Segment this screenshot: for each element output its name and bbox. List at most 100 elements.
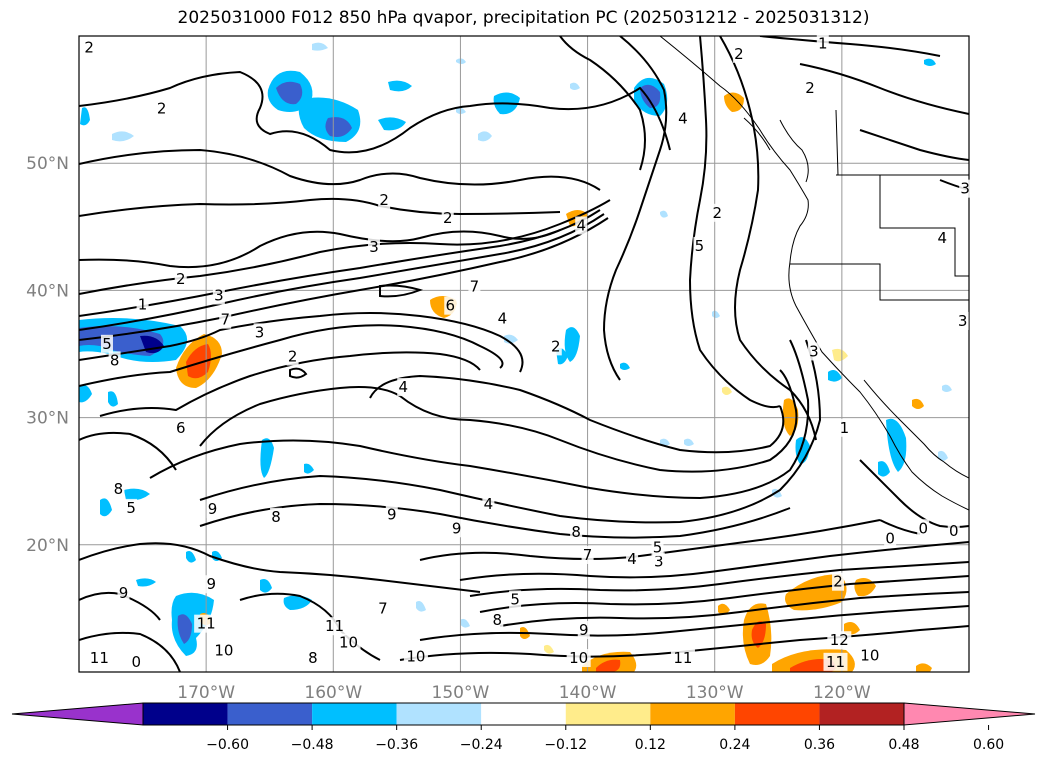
colorbar-max-extension xyxy=(903,702,1036,726)
longitude-label: 170°W xyxy=(177,683,235,703)
contour-label: 3 xyxy=(960,180,970,198)
qvapor-contours xyxy=(79,36,969,672)
contour-label: 1 xyxy=(818,35,828,53)
colorbar-tick-labels: −0.60 −0.48 −0.36 −0.24 −0.12 0.12 0.24 0.36 0.4… xyxy=(206,725,1004,753)
contour-label: 10 xyxy=(339,634,358,652)
contour-label-bg xyxy=(581,545,594,564)
contour-label-bg xyxy=(827,631,852,650)
contour-label-bg xyxy=(816,34,829,53)
contour-label-bg xyxy=(670,649,695,668)
colorbar-tick-label: −0.36 xyxy=(375,737,418,753)
contour-label: 2 xyxy=(712,204,722,222)
contour-label-bg xyxy=(174,269,187,288)
contour-label-bg xyxy=(270,507,283,526)
contour-label-bg xyxy=(884,529,897,548)
contour-label: 0 xyxy=(949,522,959,540)
contour-label: 4 xyxy=(398,378,408,396)
contour-label-bg xyxy=(693,236,706,255)
contour-label: 4 xyxy=(484,495,494,513)
contour-label: 9 xyxy=(452,519,462,537)
colorbar xyxy=(11,702,1036,726)
contour-label-bg xyxy=(322,617,347,636)
contour-label: 0 xyxy=(885,529,895,547)
contour-label-bg xyxy=(403,647,428,666)
contour-label-bg xyxy=(575,216,588,235)
colorbar-segment xyxy=(565,703,651,725)
contour-label: 9 xyxy=(208,500,218,518)
contour-label: 7 xyxy=(583,546,593,564)
latitude-label: 20°N xyxy=(26,536,69,556)
colorbar-segment xyxy=(227,703,313,725)
contour-label-bg xyxy=(306,649,319,668)
contour-label-bg xyxy=(857,646,882,665)
contour-label-bg xyxy=(125,498,138,517)
contour-label: 1 xyxy=(840,419,850,437)
contour-label-bg xyxy=(378,191,391,210)
contour-label-bg xyxy=(444,296,457,315)
contour-label: 11 xyxy=(826,653,845,671)
colorbar-outline xyxy=(142,702,905,726)
contour-label: 9 xyxy=(206,575,216,593)
contour-label: 3 xyxy=(255,323,265,341)
contour-label-bg xyxy=(652,552,665,571)
contour-label-bg xyxy=(838,418,851,437)
contour-label-bg xyxy=(732,44,745,63)
contour-label-bg xyxy=(804,79,817,98)
contour-label-bg xyxy=(651,538,664,557)
contour-label-bg xyxy=(956,311,969,330)
contour-label: 7 xyxy=(378,599,388,617)
contour-label: 2 xyxy=(734,45,744,63)
contour-label: 6 xyxy=(176,419,186,437)
contour-label-bg xyxy=(211,641,236,660)
contour-label-bg xyxy=(441,208,454,227)
contour-label-bg xyxy=(959,179,972,198)
contour-label-bg xyxy=(832,572,845,591)
colorbar-min-extension xyxy=(11,702,144,726)
contour-label-bg xyxy=(468,277,481,296)
contour-label-bg xyxy=(367,238,380,257)
contour-label: 11 xyxy=(197,615,216,633)
contour-label: 10 xyxy=(214,641,233,659)
contour-label-bg xyxy=(83,38,96,57)
contour-label: 11 xyxy=(673,649,692,667)
contour-label: 6 xyxy=(445,297,455,315)
contour-label: 4 xyxy=(498,309,508,327)
contour-label-bg xyxy=(194,614,219,633)
contour-label: 2 xyxy=(551,337,561,355)
contour-label: 2 xyxy=(443,209,453,227)
colorbar-segment xyxy=(143,703,228,725)
contour-label-bg xyxy=(219,310,232,329)
contour-label: 4 xyxy=(576,217,586,235)
contour-label: 5 xyxy=(126,499,136,517)
longitude-label: 120°W xyxy=(813,683,871,703)
contour-label-bg xyxy=(205,575,218,594)
contour-label-bg xyxy=(108,351,121,370)
latitude-label: 40°N xyxy=(26,281,69,301)
latitude-label: 30°N xyxy=(26,409,69,429)
contour-label-bg xyxy=(155,99,168,118)
contour-label-bg xyxy=(450,519,463,538)
contour-label: 7 xyxy=(470,278,480,296)
contour-label-bg xyxy=(570,523,583,542)
contour-label: 8 xyxy=(271,508,281,526)
contour-label: 0 xyxy=(131,653,141,671)
contour-label: 11 xyxy=(325,617,344,635)
contour-label-bg xyxy=(112,479,125,498)
colorbar-segment xyxy=(312,703,397,725)
colorbar-tick-label: −0.48 xyxy=(291,737,334,753)
contour-label-bg xyxy=(130,652,143,671)
latitude-label: 50°N xyxy=(26,154,69,174)
colorbar-segment xyxy=(481,703,566,725)
contour-label-bg xyxy=(100,334,113,353)
contour-label: 10 xyxy=(569,649,588,667)
contour-label: 11 xyxy=(90,649,109,667)
colorbar-tick-label: 0.12 xyxy=(635,737,666,753)
contour-label-bg xyxy=(253,323,266,342)
contour-label: 2 xyxy=(288,348,298,366)
contour-label: 5 xyxy=(695,237,705,255)
contour-label: 5 xyxy=(510,590,520,608)
contour-label: 10 xyxy=(860,646,879,664)
contour-label-bg xyxy=(212,286,225,305)
colorbar-tick-label: 0.24 xyxy=(719,737,750,753)
